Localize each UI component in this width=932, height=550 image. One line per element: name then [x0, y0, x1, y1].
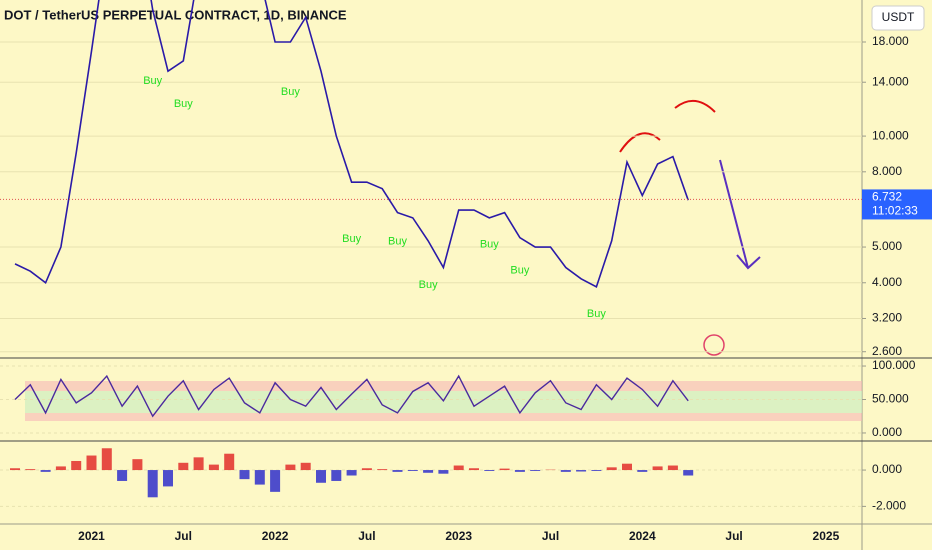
oscillator-line — [14, 374, 689, 418]
y-tick-label: 0.000 — [872, 462, 902, 476]
x-tick-label: 2024 — [629, 529, 656, 543]
event-icon — [703, 334, 725, 356]
buy-signal: Buy — [510, 264, 529, 276]
last-price-label: 6.732 — [872, 190, 902, 204]
y-tick-label: 10.000 — [872, 128, 909, 142]
chart-title: DOT / TetherUS PERPETUAL CONTRACT, 1D, B… — [4, 7, 347, 22]
y-tick-label: 3.200 — [872, 311, 902, 325]
histogram-bar — [25, 469, 36, 471]
histogram-bar — [270, 470, 281, 492]
histogram-bar — [178, 462, 189, 471]
histogram-bar — [683, 470, 694, 476]
buy-signal: Buy — [388, 236, 407, 248]
forecast-arrow — [719, 159, 761, 270]
histogram-bar — [469, 468, 479, 471]
countdown-label: 11:02:33 — [872, 204, 918, 218]
x-tick-label: Jul — [725, 529, 742, 543]
y-tick-label: 50.000 — [872, 392, 909, 406]
histogram-bar — [224, 453, 235, 471]
histogram-bar — [208, 464, 219, 471]
buy-signal: Buy — [342, 233, 361, 245]
histogram-bar — [377, 469, 388, 471]
y-tick-label: 5.000 — [872, 239, 902, 253]
x-tick-label: 2023 — [445, 529, 472, 543]
x-tick-label: Jul — [175, 529, 192, 543]
y-tick-label: 14.000 — [872, 74, 909, 88]
histogram-bar — [147, 470, 158, 498]
histogram-bar — [667, 465, 678, 471]
histogram-bar — [300, 462, 311, 471]
histogram-bar — [576, 470, 587, 472]
currency-box[interactable] — [871, 5, 925, 31]
shoulder-arc — [619, 132, 661, 153]
histogram-bar — [499, 468, 510, 471]
x-tick-label: 2022 — [262, 529, 289, 543]
y-tick-label: 100.000 — [872, 358, 916, 372]
histogram-bar — [361, 468, 372, 471]
histogram-bar — [101, 448, 112, 471]
histogram-bar — [132, 459, 143, 471]
histogram-bar — [163, 470, 173, 487]
histogram-bar — [193, 457, 204, 471]
histogram-bar — [438, 470, 449, 474]
x-tick-label: 2025 — [813, 529, 840, 543]
y-tick-label: 8.000 — [872, 164, 902, 178]
histogram-bar — [285, 464, 296, 471]
histogram-bar — [606, 467, 617, 471]
histogram-bar — [423, 470, 434, 473]
histogram-bar — [254, 470, 265, 485]
buy-signal: Buy — [174, 98, 193, 110]
last-price-box — [862, 189, 932, 220]
histogram-bar — [453, 465, 464, 471]
histogram-bar — [652, 466, 663, 471]
histogram-bar — [392, 470, 403, 472]
histogram-bar — [514, 470, 525, 472]
buy-signal: Buy — [480, 239, 499, 251]
buy-signal: Buy — [419, 279, 438, 291]
histogram-bar — [591, 470, 602, 471]
oversold-band — [25, 413, 862, 421]
y-tick-label: -2.000 — [872, 499, 906, 513]
histogram-bar — [239, 470, 250, 480]
histogram-bar — [637, 470, 648, 472]
buy-signal: Buy — [281, 86, 300, 98]
buy-signal: Buy — [587, 308, 606, 320]
histogram-bar — [117, 470, 128, 481]
y-tick-label: 18.000 — [872, 34, 909, 48]
y-tick-label: 4.000 — [872, 275, 902, 289]
x-tick-label: Jul — [358, 529, 375, 543]
histogram-bar — [622, 463, 632, 471]
x-tick-label: Jul — [542, 529, 559, 543]
histogram-bar — [530, 470, 541, 471]
histogram-bar — [40, 470, 51, 472]
histogram-bar — [560, 470, 571, 472]
histogram-bar — [346, 470, 357, 476]
y-tick-label: 0.000 — [872, 425, 902, 439]
histogram-bar — [86, 455, 97, 471]
histogram-bar — [407, 470, 418, 471]
head-arc — [674, 100, 716, 113]
buy-signal: Buy — [143, 75, 162, 87]
histogram-bar — [316, 470, 326, 483]
overbought-band — [25, 381, 862, 391]
currency-label[interactable]: USDT — [882, 10, 915, 24]
histogram-bar — [55, 466, 66, 471]
histogram-bar — [71, 460, 82, 471]
histogram-bar — [484, 470, 495, 471]
price-line — [14, 0, 689, 288]
y-tick-label: 2.600 — [872, 344, 902, 358]
histogram-bar — [10, 468, 20, 471]
histogram-bar — [331, 470, 342, 481]
x-tick-label: 2021 — [78, 529, 105, 543]
